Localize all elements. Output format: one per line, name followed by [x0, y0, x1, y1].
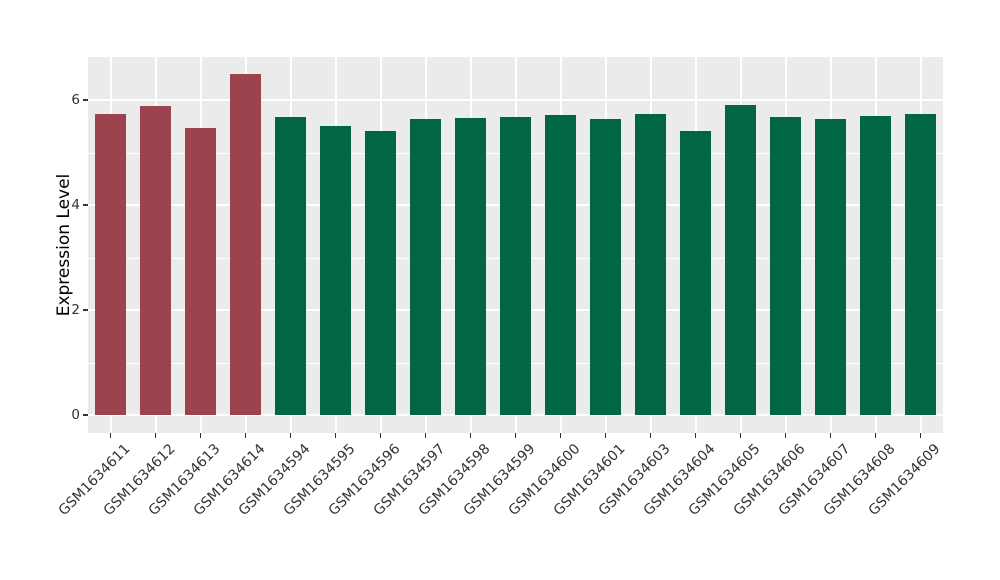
bar-GSM1634596	[364, 130, 397, 415]
bar-GSM1634612	[139, 105, 172, 415]
x-tick-mark	[244, 433, 247, 438]
y-tick-mark	[83, 309, 88, 311]
y-tick-mark	[83, 99, 88, 101]
x-tick-mark	[424, 433, 427, 438]
bar-GSM1634613	[184, 127, 217, 415]
bar-GSM1634595	[319, 125, 352, 415]
bar-GSM1634606	[769, 116, 802, 415]
x-tick-mark	[649, 433, 652, 438]
x-tick-mark	[109, 433, 112, 438]
bar-GSM1634597	[409, 118, 442, 415]
x-tick-mark	[334, 433, 337, 438]
y-tick-mark	[83, 414, 88, 416]
y-tick-mark	[83, 204, 88, 206]
bar-GSM1634607	[814, 118, 847, 415]
y-tick-label: 6	[71, 92, 80, 108]
bar-GSM1634614	[229, 73, 262, 415]
bar-GSM1634605	[724, 104, 757, 415]
bar-GSM1634611	[94, 114, 127, 415]
x-tick-mark	[469, 433, 472, 438]
bar-GSM1634604	[679, 130, 712, 415]
bar-GSM1634599	[499, 117, 532, 415]
x-tick-mark	[559, 433, 562, 438]
x-tick-mark	[514, 433, 517, 438]
plot-panel	[88, 57, 943, 433]
x-tick-mark	[694, 433, 697, 438]
x-tick-mark	[739, 433, 742, 438]
bar-GSM1634601	[589, 118, 622, 415]
bar-GSM1634594	[274, 116, 307, 415]
bar-GSM1634603	[634, 113, 667, 415]
x-tick-mark	[199, 433, 202, 438]
y-tick-label: 4	[71, 197, 80, 213]
x-tick-mark	[604, 433, 607, 438]
x-tick-mark	[379, 433, 382, 438]
bar-GSM1634609	[904, 114, 937, 415]
x-tick-mark	[919, 433, 922, 438]
x-tick-mark	[784, 433, 787, 438]
x-tick-mark	[874, 433, 877, 438]
y-tick-label: 2	[71, 302, 80, 318]
x-tick-mark	[154, 433, 157, 438]
x-tick-mark	[829, 433, 832, 438]
bar-GSM1634600	[544, 115, 577, 415]
y-tick-label: 0	[71, 407, 80, 423]
bar-GSM1634598	[454, 117, 487, 415]
bar-GSM1634608	[859, 115, 892, 415]
x-tick-mark	[289, 433, 292, 438]
